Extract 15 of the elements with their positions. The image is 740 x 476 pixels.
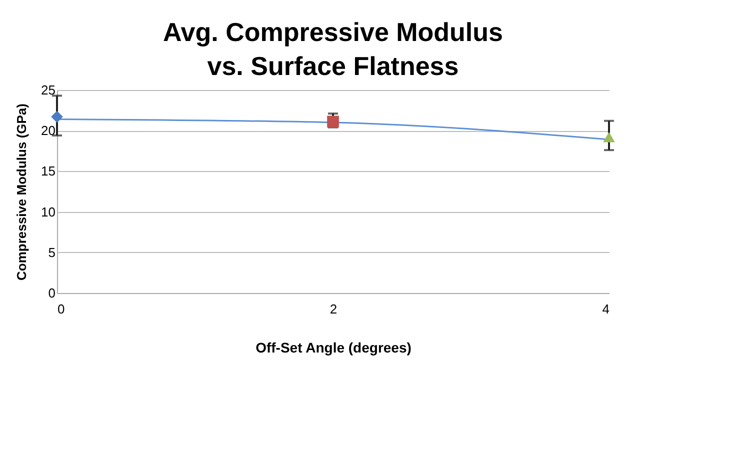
point [51,110,63,123]
chart-title: Avg. Compressive Modulus vs. Surface Flatness [163,17,503,81]
y-tick-label: 15 [41,164,56,179]
y-tick-label: 0 [48,286,56,300]
point [603,132,615,142]
point [327,116,339,128]
x-tick-label: 2 [330,302,338,316]
y-axis-title: Compressive Modulus (GPa) [14,104,30,280]
x-tick-label: 0 [58,302,65,316]
y-tick-label: 25 [41,82,56,98]
y-tick-label: 5 [48,244,56,260]
x-tick-label: 4 [602,302,610,316]
y-tick-label: 10 [41,204,56,220]
y-tick-label: 20 [41,123,56,138]
x-axis-title: Off-Set Angle (degrees) [256,340,412,356]
